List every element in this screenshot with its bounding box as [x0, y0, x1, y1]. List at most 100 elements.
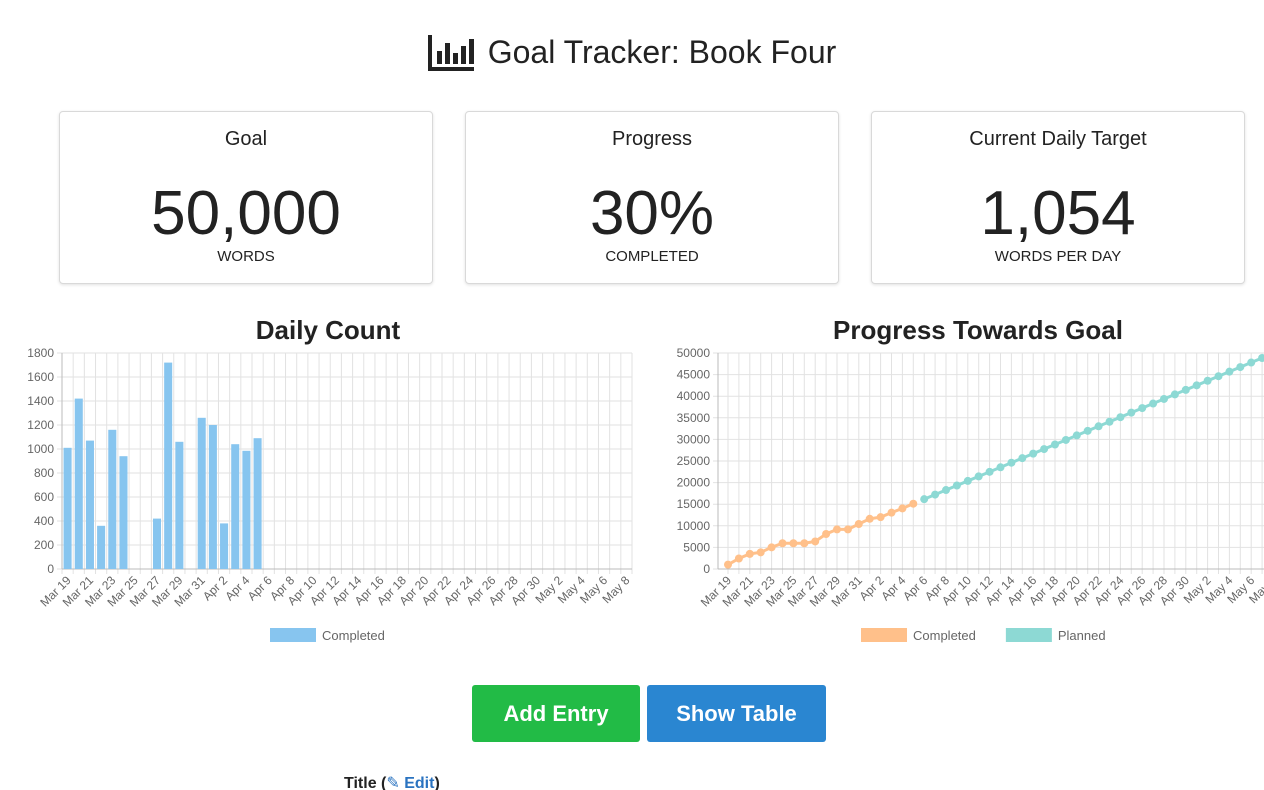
- point: [1029, 449, 1038, 458]
- legend-label: Completed: [913, 628, 976, 643]
- point: [996, 463, 1005, 472]
- point: [1214, 372, 1223, 381]
- point: [1149, 399, 1158, 408]
- y-tick-label: 1000: [27, 442, 54, 456]
- y-tick-label: 200: [34, 538, 54, 552]
- card-value: 50,000: [151, 179, 341, 248]
- legend-label: Completed: [322, 628, 385, 643]
- point: [734, 554, 743, 563]
- y-tick-label: 30000: [677, 432, 711, 446]
- y-tick-label: 1200: [27, 418, 54, 432]
- point: [1236, 363, 1245, 372]
- y-tick-label: 1800: [27, 346, 54, 360]
- bar: [231, 444, 240, 569]
- bar: [74, 398, 83, 569]
- point: [942, 486, 950, 495]
- point: [745, 549, 754, 558]
- bar: [108, 429, 117, 569]
- point: [1051, 440, 1059, 449]
- point: [833, 525, 841, 534]
- point: [1018, 454, 1027, 463]
- bar: [97, 525, 106, 569]
- y-tick-label: 1400: [27, 394, 54, 408]
- point: [1138, 404, 1147, 413]
- point: [1072, 431, 1081, 440]
- x-tick-label: Apr 4: [222, 573, 252, 603]
- point: [1061, 435, 1070, 444]
- bar: [164, 362, 173, 569]
- bar: [119, 456, 128, 569]
- point: [974, 472, 983, 481]
- line: [727, 502, 914, 566]
- bar: [242, 450, 251, 569]
- point: [767, 543, 776, 552]
- point: [822, 530, 831, 539]
- y-tick-label: 5000: [683, 540, 710, 554]
- bar: [175, 441, 184, 569]
- point: [1116, 413, 1125, 422]
- y-tick-label: 400: [34, 514, 54, 528]
- y-tick-label: 25000: [677, 454, 711, 468]
- x-tick-label: Apr 6: [245, 573, 275, 603]
- point: [909, 499, 918, 508]
- point: [1258, 353, 1264, 362]
- point: [1094, 422, 1103, 431]
- chart-title: Progress Towards Goal: [833, 315, 1123, 345]
- y-tick-label: 40000: [677, 389, 711, 403]
- legend-label: Planned: [1058, 628, 1106, 643]
- point: [1247, 358, 1256, 367]
- point: [724, 560, 732, 569]
- y-tick-label: 1600: [27, 370, 54, 384]
- point: [963, 476, 972, 485]
- footer-label: Title (: [344, 775, 387, 790]
- point: [1127, 408, 1136, 417]
- point: [756, 548, 765, 557]
- x-tick-label: Apr 2: [200, 573, 230, 603]
- y-tick-label: 15000: [677, 497, 711, 511]
- y-tick-label: 35000: [677, 411, 711, 425]
- point: [854, 519, 863, 528]
- card-title: Current Daily Target: [969, 128, 1147, 150]
- page-title: Goal Tracker: Book Four: [487, 34, 837, 70]
- point: [985, 467, 994, 476]
- card-unit: WORDS: [217, 248, 275, 265]
- y-tick-label: 600: [34, 490, 54, 504]
- legend-swatch: [1005, 628, 1052, 642]
- legend-swatch: [861, 628, 907, 642]
- point: [1105, 417, 1114, 426]
- point: [1181, 385, 1190, 394]
- legend-swatch: [270, 628, 316, 642]
- point: [800, 539, 809, 548]
- footer-close: ): [434, 775, 440, 790]
- point: [1007, 458, 1016, 467]
- point: [887, 508, 896, 517]
- y-tick-label: 0: [47, 562, 54, 576]
- point: [1225, 367, 1234, 376]
- y-tick-label: 800: [34, 466, 54, 480]
- bar: [208, 425, 217, 569]
- add-entry-button[interactable]: Add Entry: [472, 685, 640, 742]
- y-tick-label: 0: [703, 562, 710, 576]
- point: [920, 495, 929, 504]
- bar: [85, 440, 94, 569]
- y-tick-label: 10000: [677, 519, 711, 533]
- point: [876, 513, 885, 522]
- show-table-button[interactable]: Show Table: [647, 685, 826, 742]
- card-title: Goal: [224, 128, 268, 150]
- header: Goal Tracker: Book Four: [0, 30, 1264, 74]
- progress-card: Progress 30% COMPLETED: [465, 111, 839, 284]
- bar: [63, 447, 72, 569]
- edit-text[interactable]: Edit: [404, 775, 435, 790]
- point: [1203, 376, 1212, 385]
- card-value: 30%: [589, 179, 715, 248]
- point: [952, 481, 961, 490]
- bar: [197, 417, 206, 569]
- footer: Title (✎ Edit): [344, 773, 440, 790]
- chart-title: Daily Count: [256, 315, 401, 345]
- point: [1040, 445, 1049, 454]
- point: [811, 537, 820, 546]
- edit-link[interactable]: ✎ Edit: [386, 775, 435, 790]
- point: [789, 539, 798, 548]
